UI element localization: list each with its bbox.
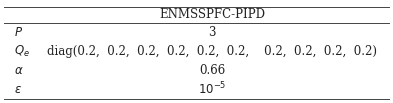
Text: $10^{-5}$: $10^{-5}$	[198, 81, 226, 98]
Text: $Q_e$: $Q_e$	[14, 44, 30, 59]
Text: 0.66: 0.66	[199, 64, 225, 77]
Text: $\epsilon$: $\epsilon$	[14, 83, 22, 96]
Text: diag(0.2,  0.2,  0.2,  0.2,  0.2,  0.2,    0.2,  0.2,  0.2,  0.2): diag(0.2, 0.2, 0.2, 0.2, 0.2, 0.2, 0.2, …	[47, 45, 377, 58]
Text: ENMSSPFC-PIPD: ENMSSPFC-PIPD	[159, 8, 265, 21]
Text: $P$: $P$	[14, 26, 23, 39]
Text: $\alpha$: $\alpha$	[14, 64, 23, 77]
Text: 3: 3	[208, 26, 216, 39]
